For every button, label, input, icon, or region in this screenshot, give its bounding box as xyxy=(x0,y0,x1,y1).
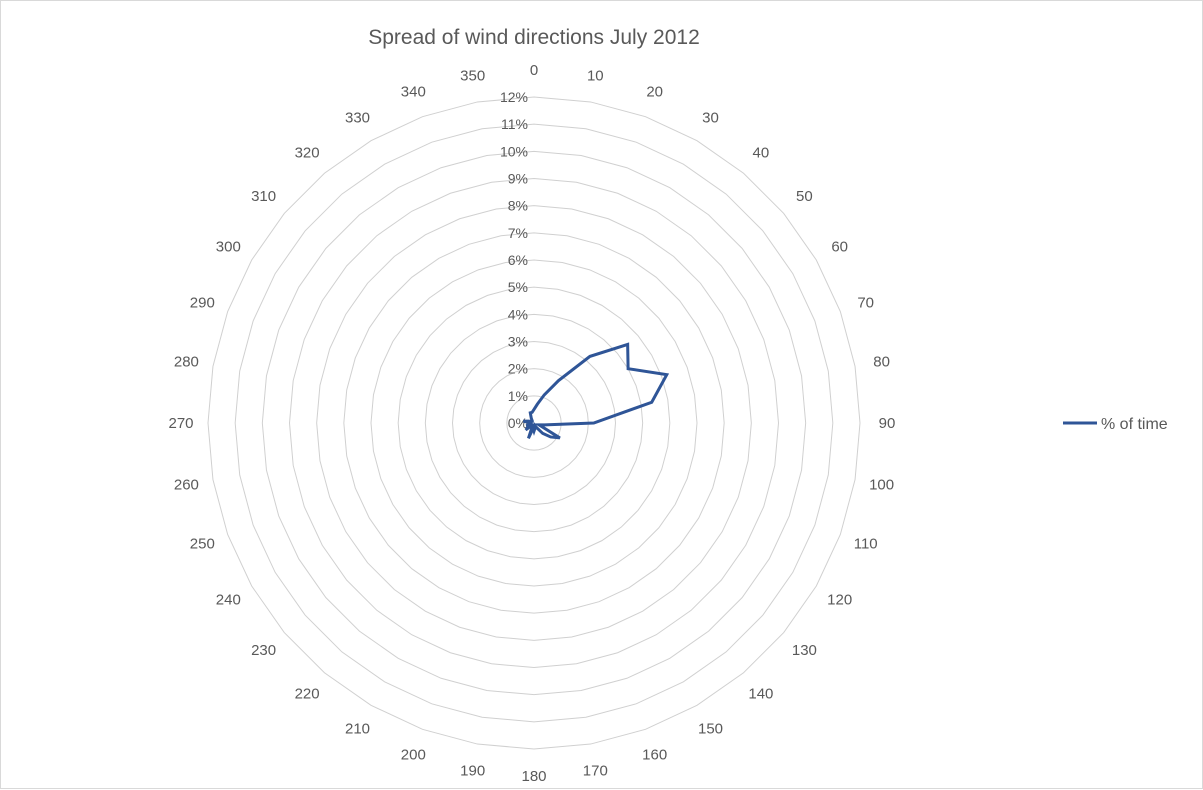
radial-tick-label: 5% xyxy=(508,279,528,295)
category-labels: 0 10 20 30 40 50 60 70 80 90 100 110 120 130 140 150 160… xyxy=(168,62,895,785)
series-line-0 xyxy=(522,342,670,440)
category-label-140: 140 xyxy=(748,685,773,702)
category-label-80: 80 xyxy=(873,354,890,371)
category-label-20: 20 xyxy=(646,83,663,100)
radial-tick-label: 1% xyxy=(508,388,528,404)
category-label-50: 50 xyxy=(796,188,813,205)
grid-ring-12 xyxy=(207,96,861,750)
chart-title: Spread of wind directions July 2012 xyxy=(368,26,700,49)
radial-tick-label: 6% xyxy=(508,252,528,268)
radial-tick-labels: 0% 1% 2% 3% 4% 5% 6% 7% 8% 9% 10% 11% 12% xyxy=(500,89,528,431)
grid-ring-2 xyxy=(479,368,589,478)
category-label-160: 160 xyxy=(642,747,667,764)
category-label-210: 210 xyxy=(345,721,370,738)
category-label-250: 250 xyxy=(190,536,215,553)
category-label-230: 230 xyxy=(251,642,276,659)
radial-tick-label: 7% xyxy=(508,225,528,241)
grid-ring-1 xyxy=(506,395,562,451)
radial-tick-label: 0% xyxy=(508,415,528,431)
grid-ring-6 xyxy=(370,259,698,587)
grid-ring-8 xyxy=(316,205,752,641)
radar-grid xyxy=(207,96,861,750)
category-label-330: 330 xyxy=(345,109,370,126)
radial-tick-label: 11% xyxy=(501,116,528,132)
category-label-270: 270 xyxy=(168,415,193,432)
category-label-130: 130 xyxy=(792,642,817,659)
grid-ring-3 xyxy=(451,340,617,506)
category-label-240: 240 xyxy=(216,592,241,609)
category-label-120: 120 xyxy=(827,592,852,609)
category-label-10: 10 xyxy=(587,67,604,84)
legend: % of time xyxy=(1063,416,1168,433)
category-label-170: 170 xyxy=(583,763,608,780)
category-label-110: 110 xyxy=(854,536,878,553)
radial-tick-label: 4% xyxy=(508,306,528,322)
category-label-350: 350 xyxy=(460,67,485,84)
category-label-70: 70 xyxy=(857,294,874,311)
radial-tick-label: 3% xyxy=(508,334,528,350)
category-label-190: 190 xyxy=(460,763,485,780)
grid-ring-7 xyxy=(343,232,725,614)
radial-tick-label: 9% xyxy=(508,171,528,187)
category-label-260: 260 xyxy=(174,476,199,493)
legend-label: % of time xyxy=(1101,416,1168,433)
category-label-0: 0 xyxy=(530,62,538,79)
radial-tick-label: 12% xyxy=(500,89,528,105)
category-label-340: 340 xyxy=(401,83,426,100)
category-label-220: 220 xyxy=(295,685,320,702)
grid-ring-9 xyxy=(288,177,780,669)
category-label-320: 320 xyxy=(295,145,320,162)
category-label-30: 30 xyxy=(702,109,719,126)
grid-ring-5 xyxy=(397,286,671,560)
category-label-40: 40 xyxy=(753,145,770,162)
category-label-200: 200 xyxy=(401,747,426,764)
category-label-310: 310 xyxy=(251,188,276,205)
category-label-60: 60 xyxy=(831,239,848,256)
radial-tick-label: 8% xyxy=(508,198,528,214)
category-label-100: 100 xyxy=(869,476,894,493)
category-label-180: 180 xyxy=(521,768,546,785)
category-label-280: 280 xyxy=(174,354,199,371)
category-label-90: 90 xyxy=(879,415,896,432)
grid-ring-11 xyxy=(234,123,834,723)
radial-tick-label: 10% xyxy=(500,143,528,159)
grid-ring-10 xyxy=(261,150,807,696)
category-label-300: 300 xyxy=(216,239,241,256)
category-label-290: 290 xyxy=(190,294,215,311)
category-label-150: 150 xyxy=(698,721,723,738)
series-layer xyxy=(522,342,670,440)
radial-tick-label: 2% xyxy=(508,361,528,377)
